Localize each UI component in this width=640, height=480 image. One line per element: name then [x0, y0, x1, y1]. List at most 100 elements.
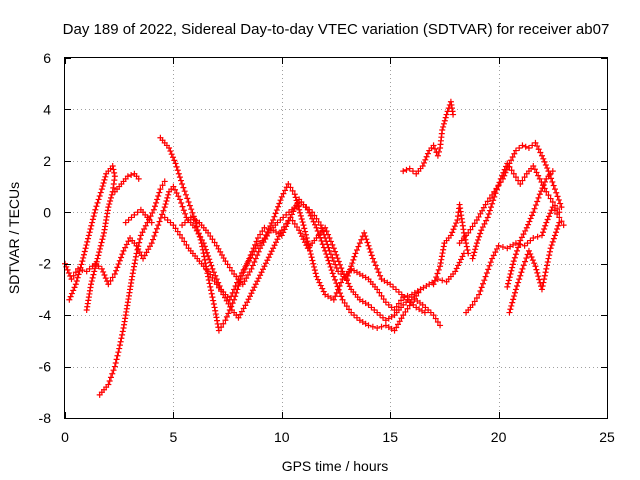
data-point	[101, 272, 108, 279]
data-point	[369, 255, 376, 262]
data-point	[296, 202, 303, 209]
data-point	[261, 263, 268, 270]
data-point	[130, 266, 137, 273]
data-point	[310, 260, 317, 267]
data-point	[75, 271, 82, 278]
data-point	[98, 265, 105, 272]
data-point	[210, 269, 217, 276]
data-point	[99, 236, 106, 243]
data-point	[161, 178, 168, 185]
data-point	[317, 282, 324, 289]
data-point	[417, 286, 424, 293]
data-point	[531, 205, 538, 212]
series-track-15	[506, 219, 563, 316]
data-point	[490, 197, 497, 204]
data-point	[352, 250, 359, 257]
data-point	[165, 191, 172, 198]
data-point	[205, 277, 212, 283]
data-point	[277, 230, 284, 237]
data-point	[364, 239, 371, 246]
data-point	[547, 210, 554, 217]
data-point	[271, 213, 278, 220]
data-point	[201, 253, 208, 260]
data-point	[434, 319, 441, 325]
data-point	[450, 111, 457, 118]
data-point	[325, 244, 332, 251]
data-point	[363, 236, 370, 243]
data-point	[96, 245, 103, 252]
data-point	[317, 222, 324, 229]
data-point	[195, 230, 202, 237]
data-point	[137, 232, 144, 239]
data-point	[326, 260, 333, 267]
data-point	[528, 254, 535, 261]
data-point	[208, 262, 215, 269]
data-point	[499, 244, 506, 250]
data-point	[90, 213, 97, 220]
data-point	[483, 269, 490, 276]
data-point	[80, 251, 87, 258]
data-point	[93, 258, 100, 265]
data-point	[377, 272, 384, 279]
data-point	[503, 166, 510, 173]
data-point	[511, 293, 518, 300]
data-point	[209, 236, 216, 243]
data-point	[78, 261, 85, 268]
data-point	[544, 216, 551, 223]
data-point	[252, 255, 259, 262]
data-point	[508, 167, 515, 174]
data-point	[535, 146, 542, 153]
data-point	[311, 212, 318, 219]
x-tick-label: 5	[170, 429, 178, 445]
x-tick-label: 20	[491, 429, 507, 445]
data-point	[264, 232, 271, 239]
data-point	[199, 243, 206, 250]
data-point	[297, 212, 304, 219]
data-point	[545, 255, 552, 262]
data-point	[543, 265, 550, 272]
data-point	[334, 255, 341, 262]
data-point	[207, 271, 214, 278]
data-point	[538, 188, 545, 195]
data-point	[257, 272, 264, 279]
data-point	[115, 261, 122, 268]
data-point	[505, 280, 512, 287]
data-point	[224, 261, 231, 268]
data-point	[240, 305, 247, 312]
y-tick-label: -8	[39, 410, 52, 426]
data-point	[516, 241, 523, 247]
data-point	[228, 267, 235, 274]
data-point	[95, 263, 102, 270]
data-point	[146, 243, 153, 250]
data-point	[329, 270, 336, 277]
data-point	[330, 273, 337, 280]
data-point	[432, 315, 439, 322]
data-point	[338, 293, 345, 300]
data-point	[200, 250, 207, 257]
data-point	[150, 206, 157, 213]
data-point	[222, 258, 229, 265]
data-point	[346, 269, 353, 276]
data-point	[512, 174, 519, 181]
data-point	[451, 223, 458, 230]
data-point	[550, 235, 557, 242]
data-point	[330, 245, 337, 252]
data-point	[527, 250, 534, 257]
data-point	[329, 241, 336, 248]
data-point	[447, 232, 454, 239]
data-point	[98, 186, 105, 193]
data-point	[188, 206, 195, 213]
data-point	[404, 305, 411, 312]
x-tick-label: 10	[274, 429, 290, 445]
data-point	[327, 263, 334, 270]
data-point	[558, 204, 565, 211]
data-point	[477, 210, 484, 217]
data-point	[220, 291, 227, 298]
data-point	[299, 219, 306, 226]
data-point	[355, 243, 362, 250]
data-point	[499, 175, 506, 182]
data-point	[80, 254, 87, 261]
data-point	[543, 219, 550, 226]
data-point	[302, 231, 309, 238]
data-point	[302, 228, 309, 235]
